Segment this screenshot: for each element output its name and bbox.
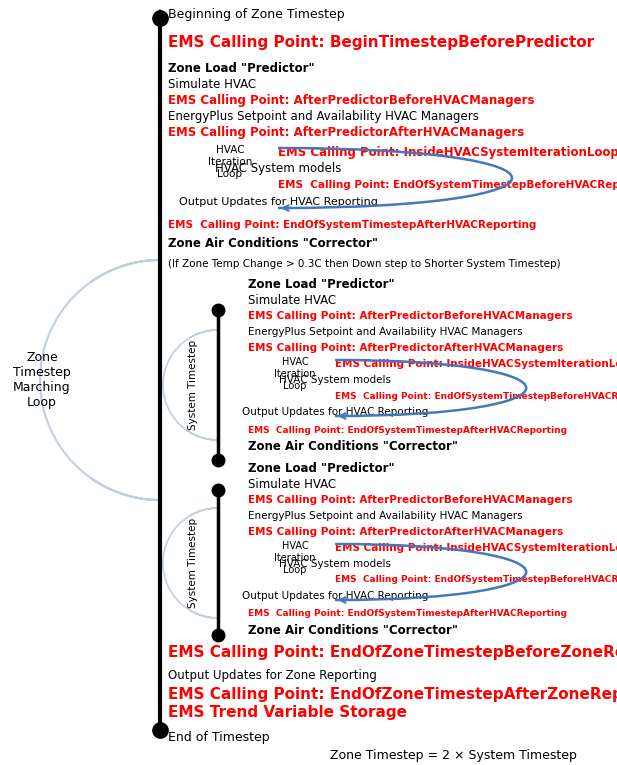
Text: Zone Timestep = 2 × System Timestep: Zone Timestep = 2 × System Timestep: [330, 750, 577, 763]
Text: Simulate HVAC: Simulate HVAC: [168, 77, 256, 90]
Text: Output Updates for Zone Reporting: Output Updates for Zone Reporting: [168, 669, 377, 682]
Text: Simulate HVAC: Simulate HVAC: [248, 294, 336, 307]
Text: EnergyPlus Setpoint and Availability HVAC Managers: EnergyPlus Setpoint and Availability HVA…: [168, 109, 479, 122]
Text: Zone Air Conditions "Corrector": Zone Air Conditions "Corrector": [168, 236, 378, 249]
Text: HVAC
Iteration
Loop: HVAC Iteration Loop: [208, 145, 252, 178]
Text: EnergyPlus Setpoint and Availability HVAC Managers: EnergyPlus Setpoint and Availability HVA…: [248, 327, 523, 337]
Text: Beginning of Zone Timestep: Beginning of Zone Timestep: [168, 8, 345, 21]
Text: EMS Calling Point: AfterPredictorBeforeHVACManagers: EMS Calling Point: AfterPredictorBeforeH…: [248, 311, 573, 321]
Text: Output Updates for HVAC Reporting: Output Updates for HVAC Reporting: [178, 197, 378, 207]
Text: EMS Calling Point: EndOfZoneTimestepAfterZoneReporting: EMS Calling Point: EndOfZoneTimestepAfte…: [168, 686, 617, 702]
Text: End of Timestep: End of Timestep: [168, 731, 270, 744]
Text: EMS  Calling Point: EndOfSystemTimestepBeforeHVACReporting: EMS Calling Point: EndOfSystemTimestepBe…: [335, 575, 617, 584]
Text: Zone Air Conditions "Corrector": Zone Air Conditions "Corrector": [248, 440, 458, 453]
Text: System Timestep: System Timestep: [188, 340, 198, 430]
Text: Zone Load "Predictor": Zone Load "Predictor": [168, 61, 315, 74]
Text: EMS Calling Point: InsideHVACSystemIterationLoop: EMS Calling Point: InsideHVACSystemItera…: [335, 543, 617, 553]
Text: Zone Load "Predictor": Zone Load "Predictor": [248, 278, 395, 291]
Text: EMS Calling Point: AfterPredictorAfterHVACManagers: EMS Calling Point: AfterPredictorAfterHV…: [168, 125, 524, 138]
Text: HVAC
Iteration
Loop: HVAC Iteration Loop: [274, 542, 316, 575]
Text: EMS Calling Point: InsideHVACSystemIterationLoop: EMS Calling Point: InsideHVACSystemItera…: [335, 359, 617, 369]
Text: EMS Calling Point: InsideHVACSystemIterationLoop: EMS Calling Point: InsideHVACSystemItera…: [278, 145, 617, 158]
Text: EMS Calling Point: AfterPredictorAfterHVACManagers: EMS Calling Point: AfterPredictorAfterHV…: [248, 527, 563, 537]
Text: Output Updates for HVAC Reporting: Output Updates for HVAC Reporting: [242, 407, 428, 417]
Text: EnergyPlus Setpoint and Availability HVAC Managers: EnergyPlus Setpoint and Availability HVA…: [248, 511, 523, 521]
Text: HVAC System models: HVAC System models: [215, 161, 341, 174]
Text: HVAC System models: HVAC System models: [279, 375, 391, 385]
Text: Output Updates for HVAC Reporting: Output Updates for HVAC Reporting: [242, 591, 428, 601]
Text: EMS Calling Point: AfterPredictorBeforeHVACManagers: EMS Calling Point: AfterPredictorBeforeH…: [168, 93, 534, 106]
Text: EMS  Calling Point: EndOfSystemTimestepAfterHVACReporting: EMS Calling Point: EndOfSystemTimestepAf…: [248, 425, 567, 435]
Text: EMS Calling Point: AfterPredictorAfterHVACManagers: EMS Calling Point: AfterPredictorAfterHV…: [248, 343, 563, 353]
Text: EMS  Calling Point: EndOfSystemTimestepAfterHVACReporting: EMS Calling Point: EndOfSystemTimestepAf…: [168, 220, 536, 230]
Text: Zone Load "Predictor": Zone Load "Predictor": [248, 461, 395, 474]
Text: EMS  Calling Point: EndOfSystemTimestepBeforeHVACReporting: EMS Calling Point: EndOfSystemTimestepBe…: [335, 392, 617, 401]
Text: EMS Calling Point: EndOfZoneTimestepBeforeZoneReporting: EMS Calling Point: EndOfZoneTimestepBefo…: [168, 644, 617, 659]
Text: HVAC
Iteration
Loop: HVAC Iteration Loop: [274, 357, 316, 391]
Text: EMS Trend Variable Storage: EMS Trend Variable Storage: [168, 705, 407, 720]
Text: Simulate HVAC: Simulate HVAC: [248, 477, 336, 490]
Text: Zone
Timestep
Marching
Loop: Zone Timestep Marching Loop: [13, 351, 71, 409]
Text: Zone Air Conditions "Corrector": Zone Air Conditions "Corrector": [248, 623, 458, 636]
Text: System Timestep: System Timestep: [188, 518, 198, 608]
Text: (If Zone Temp Change > 0.3C then Down step to Shorter System Timestep): (If Zone Temp Change > 0.3C then Down st…: [168, 259, 561, 269]
Text: EMS  Calling Point: EndOfSystemTimestepAfterHVACReporting: EMS Calling Point: EndOfSystemTimestepAf…: [248, 610, 567, 618]
Text: HVAC System models: HVAC System models: [279, 559, 391, 569]
Text: EMS Calling Point: AfterPredictorBeforeHVACManagers: EMS Calling Point: AfterPredictorBeforeH…: [248, 495, 573, 505]
Text: EMS Calling Point: BeginTimestepBeforePredictor: EMS Calling Point: BeginTimestepBeforePr…: [168, 34, 594, 50]
Text: EMS  Calling Point: EndOfSystemTimestepBeforeHVACReporting: EMS Calling Point: EndOfSystemTimestepBe…: [278, 180, 617, 190]
